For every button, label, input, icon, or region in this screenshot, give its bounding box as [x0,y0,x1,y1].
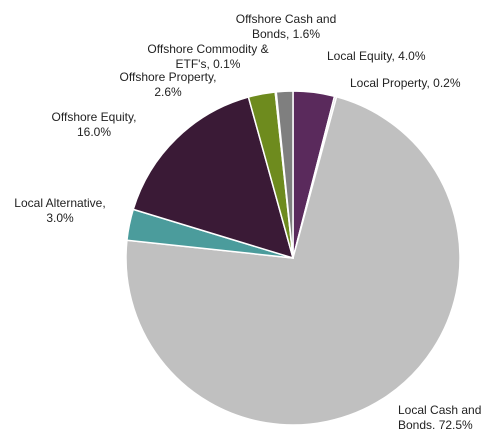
slice-label: Local Equity, 4.0% [327,49,426,63]
slice-label: Bonds, 1.6% [252,27,320,41]
slice-label: Local Alternative, [14,196,105,210]
pie-slice [132,96,295,260]
slice-label: 3.0% [46,211,74,225]
slice-label: 16.0% [77,125,111,139]
pie-slice [125,95,461,426]
slice-label: Offshore Cash and [236,12,337,26]
slice-label: Local Cash and [398,403,481,417]
slice-label: ETF's, 0.1% [176,57,241,71]
slice-label: Offshore Commodity & [147,42,268,56]
slice-label: Local Property, 0.2% [350,76,461,90]
slice-label: Bonds. 72.5% [398,418,473,432]
slice-label: Offshore Equity, [52,110,137,124]
slice-label: 2.6% [154,85,182,99]
slice-label: Offshore Property, [120,70,217,84]
pie-slice [275,90,294,259]
